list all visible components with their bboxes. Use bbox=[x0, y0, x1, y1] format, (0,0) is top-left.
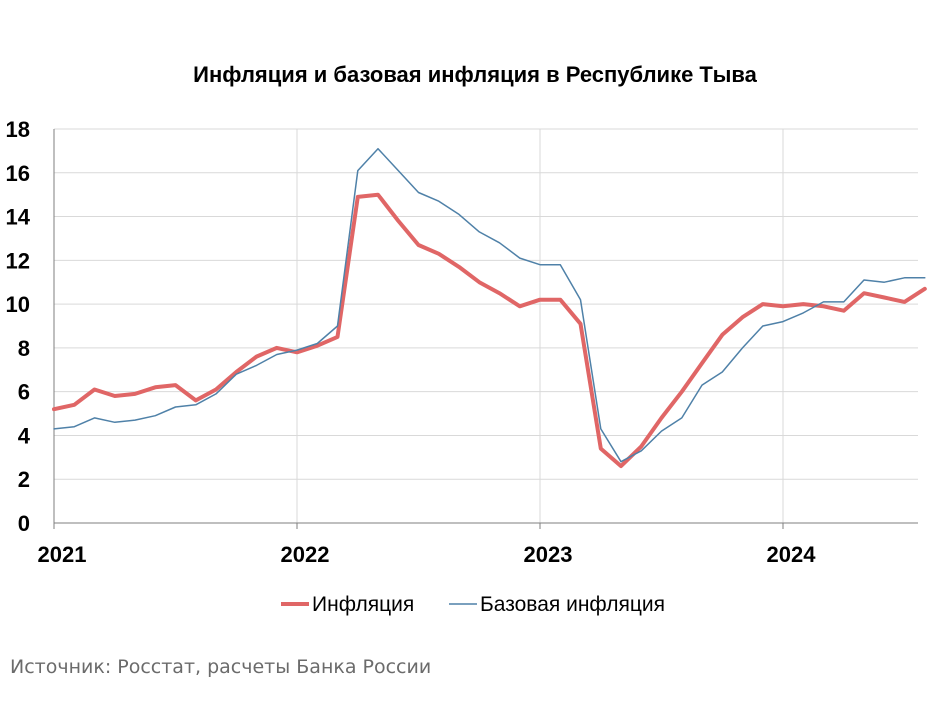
legend-label: Базовая инфляция bbox=[480, 593, 665, 616]
y-tick-label: 16 bbox=[6, 161, 30, 186]
y-tick-label: 8 bbox=[18, 336, 30, 361]
x-tick-label: 2022 bbox=[281, 542, 330, 567]
x-tick-label: 2023 bbox=[524, 542, 573, 567]
axes bbox=[53, 129, 918, 529]
y-tick-label: 0 bbox=[18, 511, 30, 536]
y-tick-label: 10 bbox=[6, 292, 30, 317]
x-tick-label: 2021 bbox=[38, 542, 87, 567]
series-lines bbox=[52, 147, 927, 469]
chart-title: Инфляция и базовая инфляция в Республике… bbox=[193, 62, 757, 87]
y-tick-label: 12 bbox=[6, 248, 30, 273]
y-tick-label: 14 bbox=[6, 205, 31, 230]
x-tick-labels: 2021 2022 2023 2024 bbox=[38, 542, 817, 567]
y-tick-label: 4 bbox=[18, 423, 31, 448]
source-note: Источник: Росстат, расчеты Банка России bbox=[10, 656, 432, 678]
y-tick-label: 18 bbox=[6, 117, 30, 142]
y-tick-label: 2 bbox=[18, 467, 30, 492]
x-tick-label: 2024 bbox=[767, 542, 817, 567]
grid-lines bbox=[54, 128, 918, 523]
legend: Инфляция Базовая инфляция bbox=[281, 593, 665, 616]
y-tick-labels: 0 2 4 6 8 10 12 14 16 18 bbox=[6, 117, 31, 536]
y-tick-label: 6 bbox=[18, 380, 30, 405]
series-line-inflation bbox=[52, 192, 927, 469]
series-line-core-inflation bbox=[53, 147, 926, 463]
legend-label: Инфляция bbox=[312, 593, 414, 616]
